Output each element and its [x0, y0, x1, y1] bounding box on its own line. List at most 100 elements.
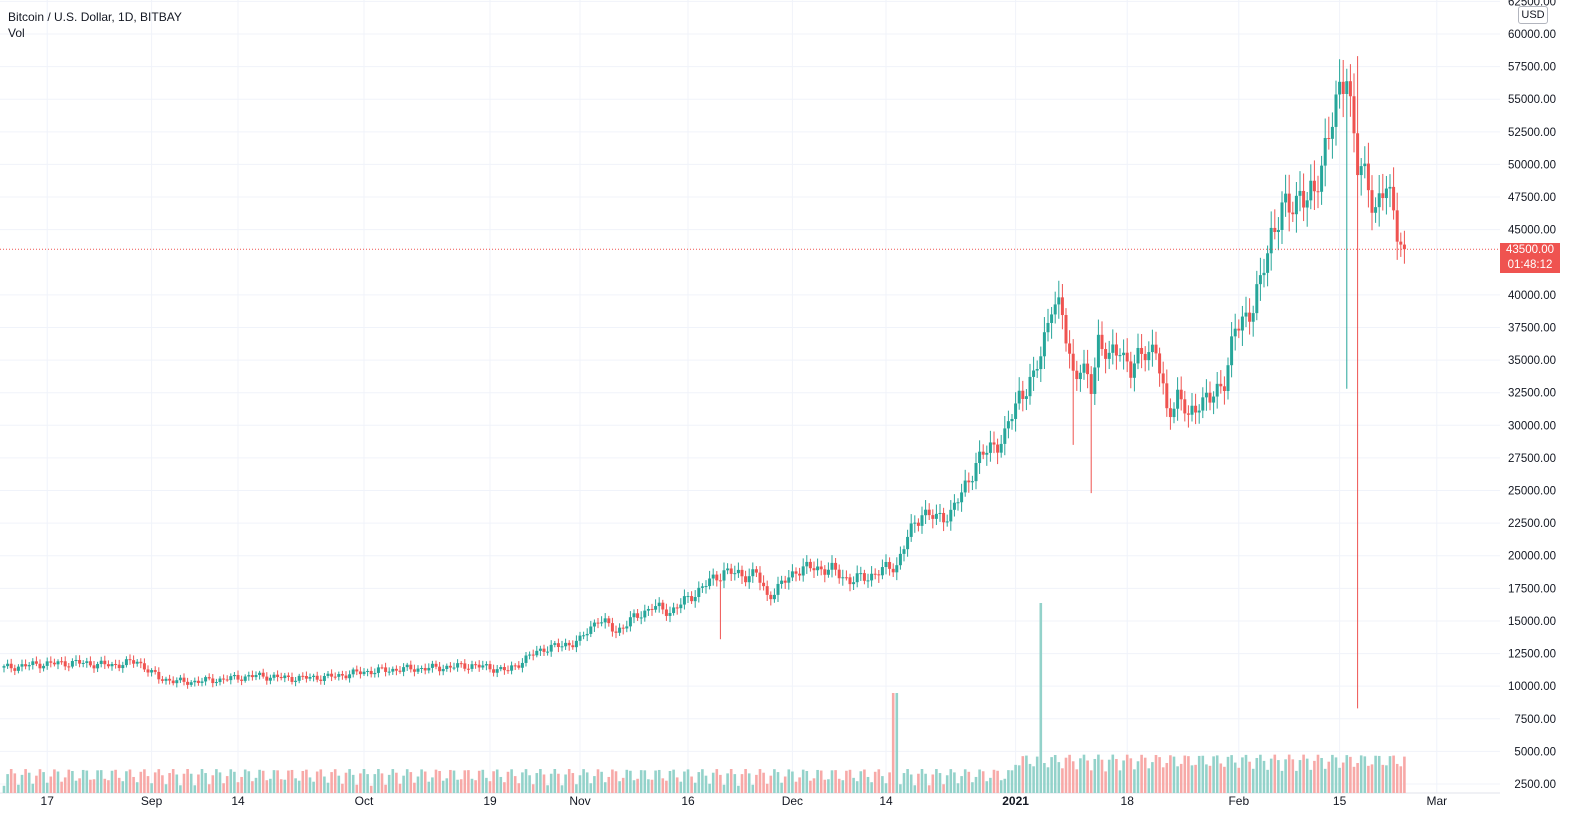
volume-bar [182, 773, 186, 793]
volume-bar [708, 783, 711, 793]
volume-bar [251, 781, 254, 793]
volume-bar [823, 779, 827, 793]
volume-bar [672, 769, 675, 793]
volume-bar [1241, 757, 1244, 793]
volume-bar [171, 769, 175, 793]
candle-body [164, 678, 168, 681]
candle-body [862, 573, 866, 581]
volume-bar [449, 769, 452, 793]
volume-bar [830, 770, 834, 793]
candle-body [970, 481, 974, 483]
y-axis-tick-label: 2500.00 [1514, 779, 1556, 791]
candle-body [1399, 241, 1403, 245]
candle-body [682, 596, 686, 605]
volume-bar [726, 773, 729, 793]
candle-body [614, 631, 618, 633]
candle-body [711, 574, 715, 579]
y-axis-tick-label: 10000.00 [1508, 681, 1556, 693]
candle-body [553, 643, 557, 645]
volume-bar [467, 770, 470, 793]
candle-body [877, 574, 881, 576]
candle-body [582, 635, 586, 637]
candle-body [1014, 403, 1018, 419]
volume-bar [747, 773, 751, 793]
candle-body [859, 573, 863, 575]
candle-body [258, 672, 262, 676]
candle-body [175, 680, 179, 684]
currency-button[interactable]: USD [1518, 6, 1548, 24]
volume-bar [1097, 754, 1100, 793]
candle-body [1075, 370, 1079, 380]
candle-body [564, 642, 568, 647]
volume-bar [575, 784, 578, 793]
candle-body [920, 515, 924, 526]
candle-body [1071, 353, 1075, 371]
candle-body [1010, 418, 1014, 422]
volume-bar [492, 771, 495, 793]
volume-bar [503, 782, 506, 793]
candle-body [1327, 137, 1331, 139]
candle-body [474, 664, 478, 666]
volume-bar [1021, 756, 1025, 793]
candle-body [308, 676, 312, 679]
volume-bar [272, 770, 276, 793]
candle-body [567, 642, 571, 646]
volume-bar [456, 779, 459, 793]
volume-bar [902, 773, 906, 793]
candle-body [913, 522, 917, 524]
volume-bar [643, 770, 647, 793]
candle-body [146, 669, 150, 673]
candle-body [1248, 312, 1252, 322]
volume-bar [783, 776, 787, 793]
volume-bar [607, 776, 611, 793]
volume-bar [290, 769, 294, 793]
volume-bar [1255, 757, 1259, 793]
candle-body [153, 670, 157, 672]
volume-bar [474, 780, 477, 793]
candle-body [492, 669, 496, 673]
candle-body [718, 580, 722, 582]
volume-bar [733, 774, 737, 793]
candle-body [330, 673, 334, 677]
volume-bar [1201, 755, 1205, 793]
volume-bar [204, 773, 207, 793]
candle-body [1384, 188, 1388, 199]
candle-body [1147, 352, 1151, 361]
candle-body [870, 573, 874, 581]
candle-body [355, 669, 359, 672]
candle-body [268, 677, 272, 681]
volume-bar [1259, 754, 1262, 793]
volume-bar [1107, 759, 1111, 793]
candle-body [236, 674, 240, 680]
candle-body [996, 444, 1000, 453]
volume-bar [67, 769, 71, 793]
candle-body [654, 606, 658, 610]
candle-body [985, 452, 989, 455]
candle-body [391, 668, 395, 672]
volume-bar [1251, 768, 1255, 793]
volume-bar [60, 781, 63, 793]
volume-bar [521, 772, 524, 793]
volume-bar [315, 771, 319, 793]
candle-body [333, 676, 337, 678]
candle-body [405, 664, 409, 668]
volume-bar [927, 785, 931, 793]
y-axis-tick-label: 12500.00 [1508, 649, 1556, 661]
candle-body [1222, 386, 1226, 392]
volume-bar [863, 769, 866, 793]
volume-bar [459, 779, 463, 793]
volume-bar [481, 769, 485, 793]
candle-body [902, 549, 906, 554]
candle-body [110, 664, 114, 667]
volume-bar [1118, 770, 1122, 793]
volume-bar [557, 773, 560, 793]
volume-bar [553, 769, 557, 793]
candle-body [1244, 312, 1248, 317]
volume-bar [1161, 767, 1165, 793]
candle-body [1392, 186, 1396, 211]
volume-bar [1093, 758, 1097, 793]
candle-body [1057, 297, 1061, 305]
volume-bar [402, 775, 405, 793]
volume-bar [301, 770, 305, 793]
